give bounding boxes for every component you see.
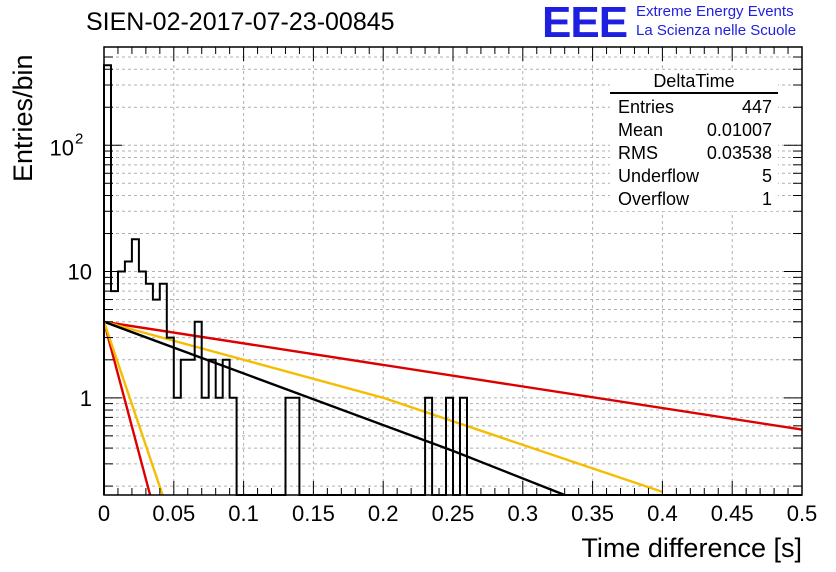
y-tick-label: 10 xyxy=(50,135,74,160)
x-tick-label: 0.5 xyxy=(787,501,818,526)
stats-row-overflow: Overflow 1 xyxy=(610,188,778,211)
histogram-bin xyxy=(174,398,181,495)
histogram-bin xyxy=(202,398,209,495)
histogram-bin xyxy=(167,338,174,495)
stats-label: Overflow xyxy=(618,189,690,209)
fit-line-yellow xyxy=(102,321,164,496)
logo-line-2: La Scienza nelle Scuole xyxy=(636,22,797,39)
axis-ticks xyxy=(103,46,803,495)
stats-value: 0.01007 xyxy=(706,120,772,140)
stats-title: DeltaTime xyxy=(610,70,778,94)
stats-row-underflow: Underflow 5 xyxy=(610,165,778,188)
stats-value: 5 xyxy=(761,166,772,186)
x-tick-label: 0.2 xyxy=(368,501,399,526)
stats-label: Mean xyxy=(618,120,664,140)
stats-row-entries: Entries 447 xyxy=(610,96,778,119)
y-axis-label: Entries/bin xyxy=(8,54,38,182)
histogram-bin xyxy=(446,398,453,495)
histogram-bin xyxy=(209,360,216,495)
x-tick-label: 0.35 xyxy=(571,501,614,526)
histogram-bin xyxy=(223,360,230,495)
histogram-bin xyxy=(160,284,167,495)
y-tick-label: 1 xyxy=(80,386,92,411)
stats-value: 447 xyxy=(741,97,772,117)
x-tick-label: 0 xyxy=(98,501,110,526)
fit-line-yellow xyxy=(103,320,663,494)
stats-value: 0.03538 xyxy=(706,143,772,163)
stats-row-mean: Mean 0.01007 xyxy=(610,119,778,142)
stats-value: 1 xyxy=(761,189,772,209)
y-tick-label-exponent: 2 xyxy=(75,130,83,147)
stats-label: Entries xyxy=(618,97,675,117)
x-tick-label: 0.05 xyxy=(152,501,195,526)
y-tick-label: 10 xyxy=(68,260,92,285)
x-tick-label: 0.45 xyxy=(711,501,754,526)
histogram-bin xyxy=(104,65,111,495)
logo-line-1: Extreme Energy Events xyxy=(636,3,794,20)
x-tick-label: 0.3 xyxy=(508,501,539,526)
x-tick-label: 0.25 xyxy=(432,501,475,526)
fit-line-red xyxy=(102,321,152,496)
eee-logo-mark: EEE xyxy=(542,0,628,47)
x-tick-label: 0.1 xyxy=(228,501,259,526)
stats-label: RMS xyxy=(618,143,658,163)
histogram-bin xyxy=(181,360,195,495)
stats-box: DeltaTime Entries 447 Mean 0.01007 RMS 0… xyxy=(610,70,778,211)
fit-line-red xyxy=(103,320,803,431)
histogram-bin xyxy=(460,398,467,495)
histogram-bin xyxy=(285,398,299,495)
x-tick-label: 0.4 xyxy=(647,501,678,526)
stats-label: Underflow xyxy=(618,166,700,186)
histogram-bin xyxy=(125,262,132,495)
x-tick-label: 0.15 xyxy=(292,501,335,526)
tick-labels: 0 0.05 0.1 0.15 0.2 0.25 0.3 0.35 0.4 0.45 0.5 1 10 1… xyxy=(50,130,818,526)
histogram-bin xyxy=(216,398,223,495)
x-axis-label: Time difference [s] xyxy=(581,533,802,563)
histogram-bin xyxy=(230,398,237,495)
page-title: SIEN-02-2017-07-23-00845 xyxy=(86,8,395,36)
stats-row-rms: RMS 0.03538 xyxy=(610,142,778,165)
